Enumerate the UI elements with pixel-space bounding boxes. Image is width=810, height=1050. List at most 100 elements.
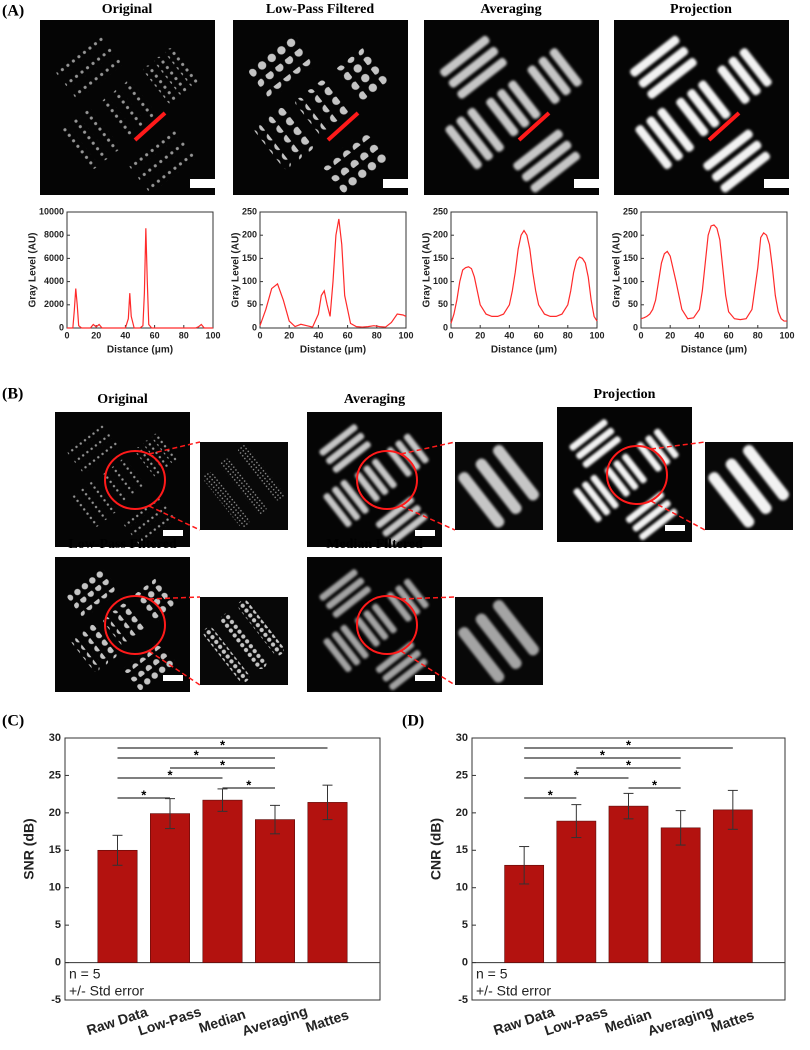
y-axis-label: Gray Level (AU) — [422, 232, 433, 307]
zoom-guide — [148, 505, 201, 531]
panel-label: (A) — [2, 3, 24, 20]
scale-bar — [415, 675, 435, 681]
y-tick-label: 5 — [462, 919, 468, 931]
zoom-guide — [400, 596, 456, 600]
plot-frame — [450, 211, 598, 329]
y-tick-label: 50 — [438, 299, 448, 309]
y-axis-label: Gray Level (AU) — [28, 232, 39, 307]
profile-line — [707, 111, 741, 142]
y-tick-label: 10 — [456, 882, 468, 894]
y-tick-label: 2000 — [44, 299, 64, 309]
x-axis-label: Distance (μm) — [107, 345, 173, 356]
y-tick-label: 250 — [242, 206, 257, 216]
y-tick-label: 30 — [456, 732, 468, 744]
image — [233, 20, 408, 195]
scale-bar — [163, 530, 183, 536]
y-tick-label: -5 — [51, 994, 61, 1006]
y-tick-label: 0 — [55, 956, 61, 968]
x-axis-label: Distance (μm) — [300, 345, 366, 356]
zoom-guide — [148, 441, 201, 455]
x-axis-label: Distance (μm) — [491, 345, 557, 356]
zoom-guide — [148, 596, 201, 600]
x-tick-label: 0 — [448, 330, 453, 340]
image-title: Median Filtered — [326, 537, 423, 552]
y-tick-label: 0 — [462, 956, 468, 968]
roi-circle — [104, 450, 166, 510]
plot-frame — [66, 211, 214, 329]
zoom-inset — [705, 442, 793, 530]
y-tick-label: 20 — [49, 807, 61, 819]
significance-label: * — [626, 737, 632, 752]
x-tick-label: 40 — [313, 330, 323, 340]
scale-bar — [415, 530, 435, 536]
y-tick-label: 15 — [456, 844, 468, 856]
image — [55, 557, 201, 692]
roi-circle — [356, 450, 418, 510]
y-tick-label: 0 — [252, 322, 257, 332]
x-tick-label: 80 — [563, 330, 573, 340]
y-tick-label: 100 — [242, 276, 257, 286]
profile-curve — [259, 218, 407, 328]
annotation: +/- Std error — [69, 982, 144, 998]
y-tick-label: 0 — [633, 322, 638, 332]
y-tick-label: -5 — [458, 994, 468, 1006]
x-tick-label: 100 — [205, 330, 220, 340]
bar — [150, 813, 190, 963]
significance-label: * — [246, 777, 252, 792]
image-title: Averaging — [344, 392, 405, 407]
image — [614, 20, 789, 195]
x-tick-label: Averaging — [645, 1003, 715, 1039]
zoom-guide — [650, 500, 706, 531]
x-tick-label: 0 — [638, 330, 643, 340]
error-bar — [270, 804, 280, 835]
plot-frame — [471, 737, 786, 1001]
error-bar — [727, 789, 738, 830]
y-tick-label: 0 — [59, 322, 64, 332]
scale-bar — [383, 179, 408, 188]
image-title: Original — [102, 2, 153, 17]
x-tick-label: 0 — [257, 330, 262, 340]
y-axis-label: Gray Level (AU) — [231, 232, 242, 307]
y-tick-label: 200 — [433, 230, 448, 240]
image — [557, 407, 706, 542]
error-bar — [571, 804, 582, 839]
error-bar — [675, 810, 686, 846]
error-bar — [322, 784, 333, 821]
profile-line — [133, 111, 167, 142]
x-tick-label: Mattes — [304, 1006, 351, 1035]
y-tick-label: 25 — [49, 769, 61, 781]
x-tick-label: 60 — [724, 330, 734, 340]
y-tick-label: 15 — [49, 844, 61, 856]
roi-circle — [356, 595, 418, 655]
annotation: n = 5 — [69, 965, 101, 981]
y-tick-label: 150 — [433, 253, 448, 263]
image-title: Low-Pass Filtered — [68, 537, 176, 552]
profile-curve — [640, 224, 787, 322]
error-bar — [519, 846, 530, 885]
x-tick-label: Averaging — [240, 1003, 310, 1039]
bar — [97, 849, 138, 963]
y-tick-label: 5 — [55, 919, 61, 931]
zoom-guide — [650, 441, 706, 450]
scale-bar — [665, 525, 685, 531]
significance-label: * — [600, 747, 606, 762]
scale-bar — [163, 675, 183, 681]
y-tick-label: 8000 — [44, 230, 64, 240]
y-tick-label: 25 — [456, 769, 468, 781]
x-tick-label: 80 — [372, 330, 382, 340]
annotation: +/- Std error — [476, 982, 551, 998]
bar — [255, 819, 295, 963]
plot-frame — [259, 211, 407, 329]
y-tick-label: 250 — [623, 206, 638, 216]
image — [307, 557, 456, 692]
significance-label: * — [194, 747, 200, 762]
y-tick-label: 30 — [49, 732, 61, 744]
significance-label: * — [652, 777, 658, 792]
x-tick-label: Median — [603, 1006, 654, 1036]
bar — [608, 805, 649, 963]
error-bar — [623, 792, 634, 820]
y-tick-label: 150 — [623, 253, 638, 263]
scale-bar — [574, 179, 599, 188]
